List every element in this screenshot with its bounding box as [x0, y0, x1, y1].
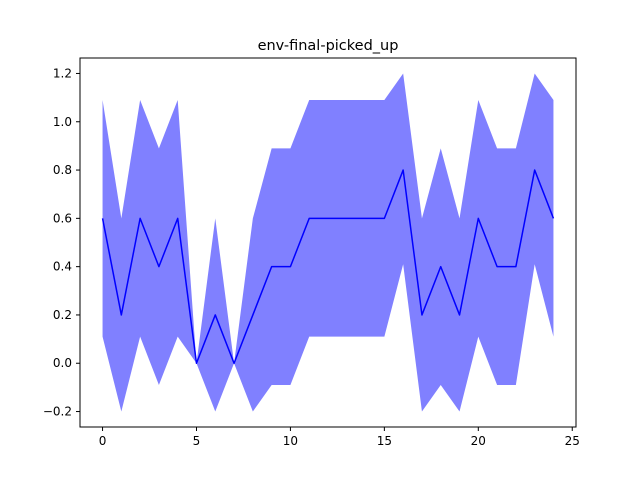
axes: 0 5 10 15 20 25 −0.2 0.0 0.2 0.4 0.6 0.8 1.0 1.2	[43, 57, 580, 448]
x-tick-label: 5	[193, 434, 201, 448]
y-tick-label: 0.2	[53, 308, 72, 322]
y-tick-label: 1.2	[53, 66, 72, 80]
axes-frame	[79, 57, 577, 428]
x-tick-label: 25	[565, 434, 580, 448]
chart-title: env-final-picked_up	[258, 38, 399, 54]
confidence-band-series-0	[102, 73, 554, 412]
x-tick-label: 15	[377, 434, 392, 448]
y-tick-label: 0.8	[53, 163, 72, 177]
y-tick-label: 0.4	[53, 260, 72, 274]
mean-line-series-0	[101, 169, 555, 364]
x-tick-label: 10	[283, 434, 298, 448]
y-tick-label: 1.0	[53, 115, 72, 129]
x-tick-label: 0	[99, 434, 107, 448]
y-tick-label: −0.2	[43, 405, 72, 419]
plot-area	[101, 73, 555, 412]
y-tick-label: 0.6	[53, 211, 72, 225]
x-tick-label: 20	[471, 434, 486, 448]
y-tick-label: 0.0	[53, 356, 72, 370]
